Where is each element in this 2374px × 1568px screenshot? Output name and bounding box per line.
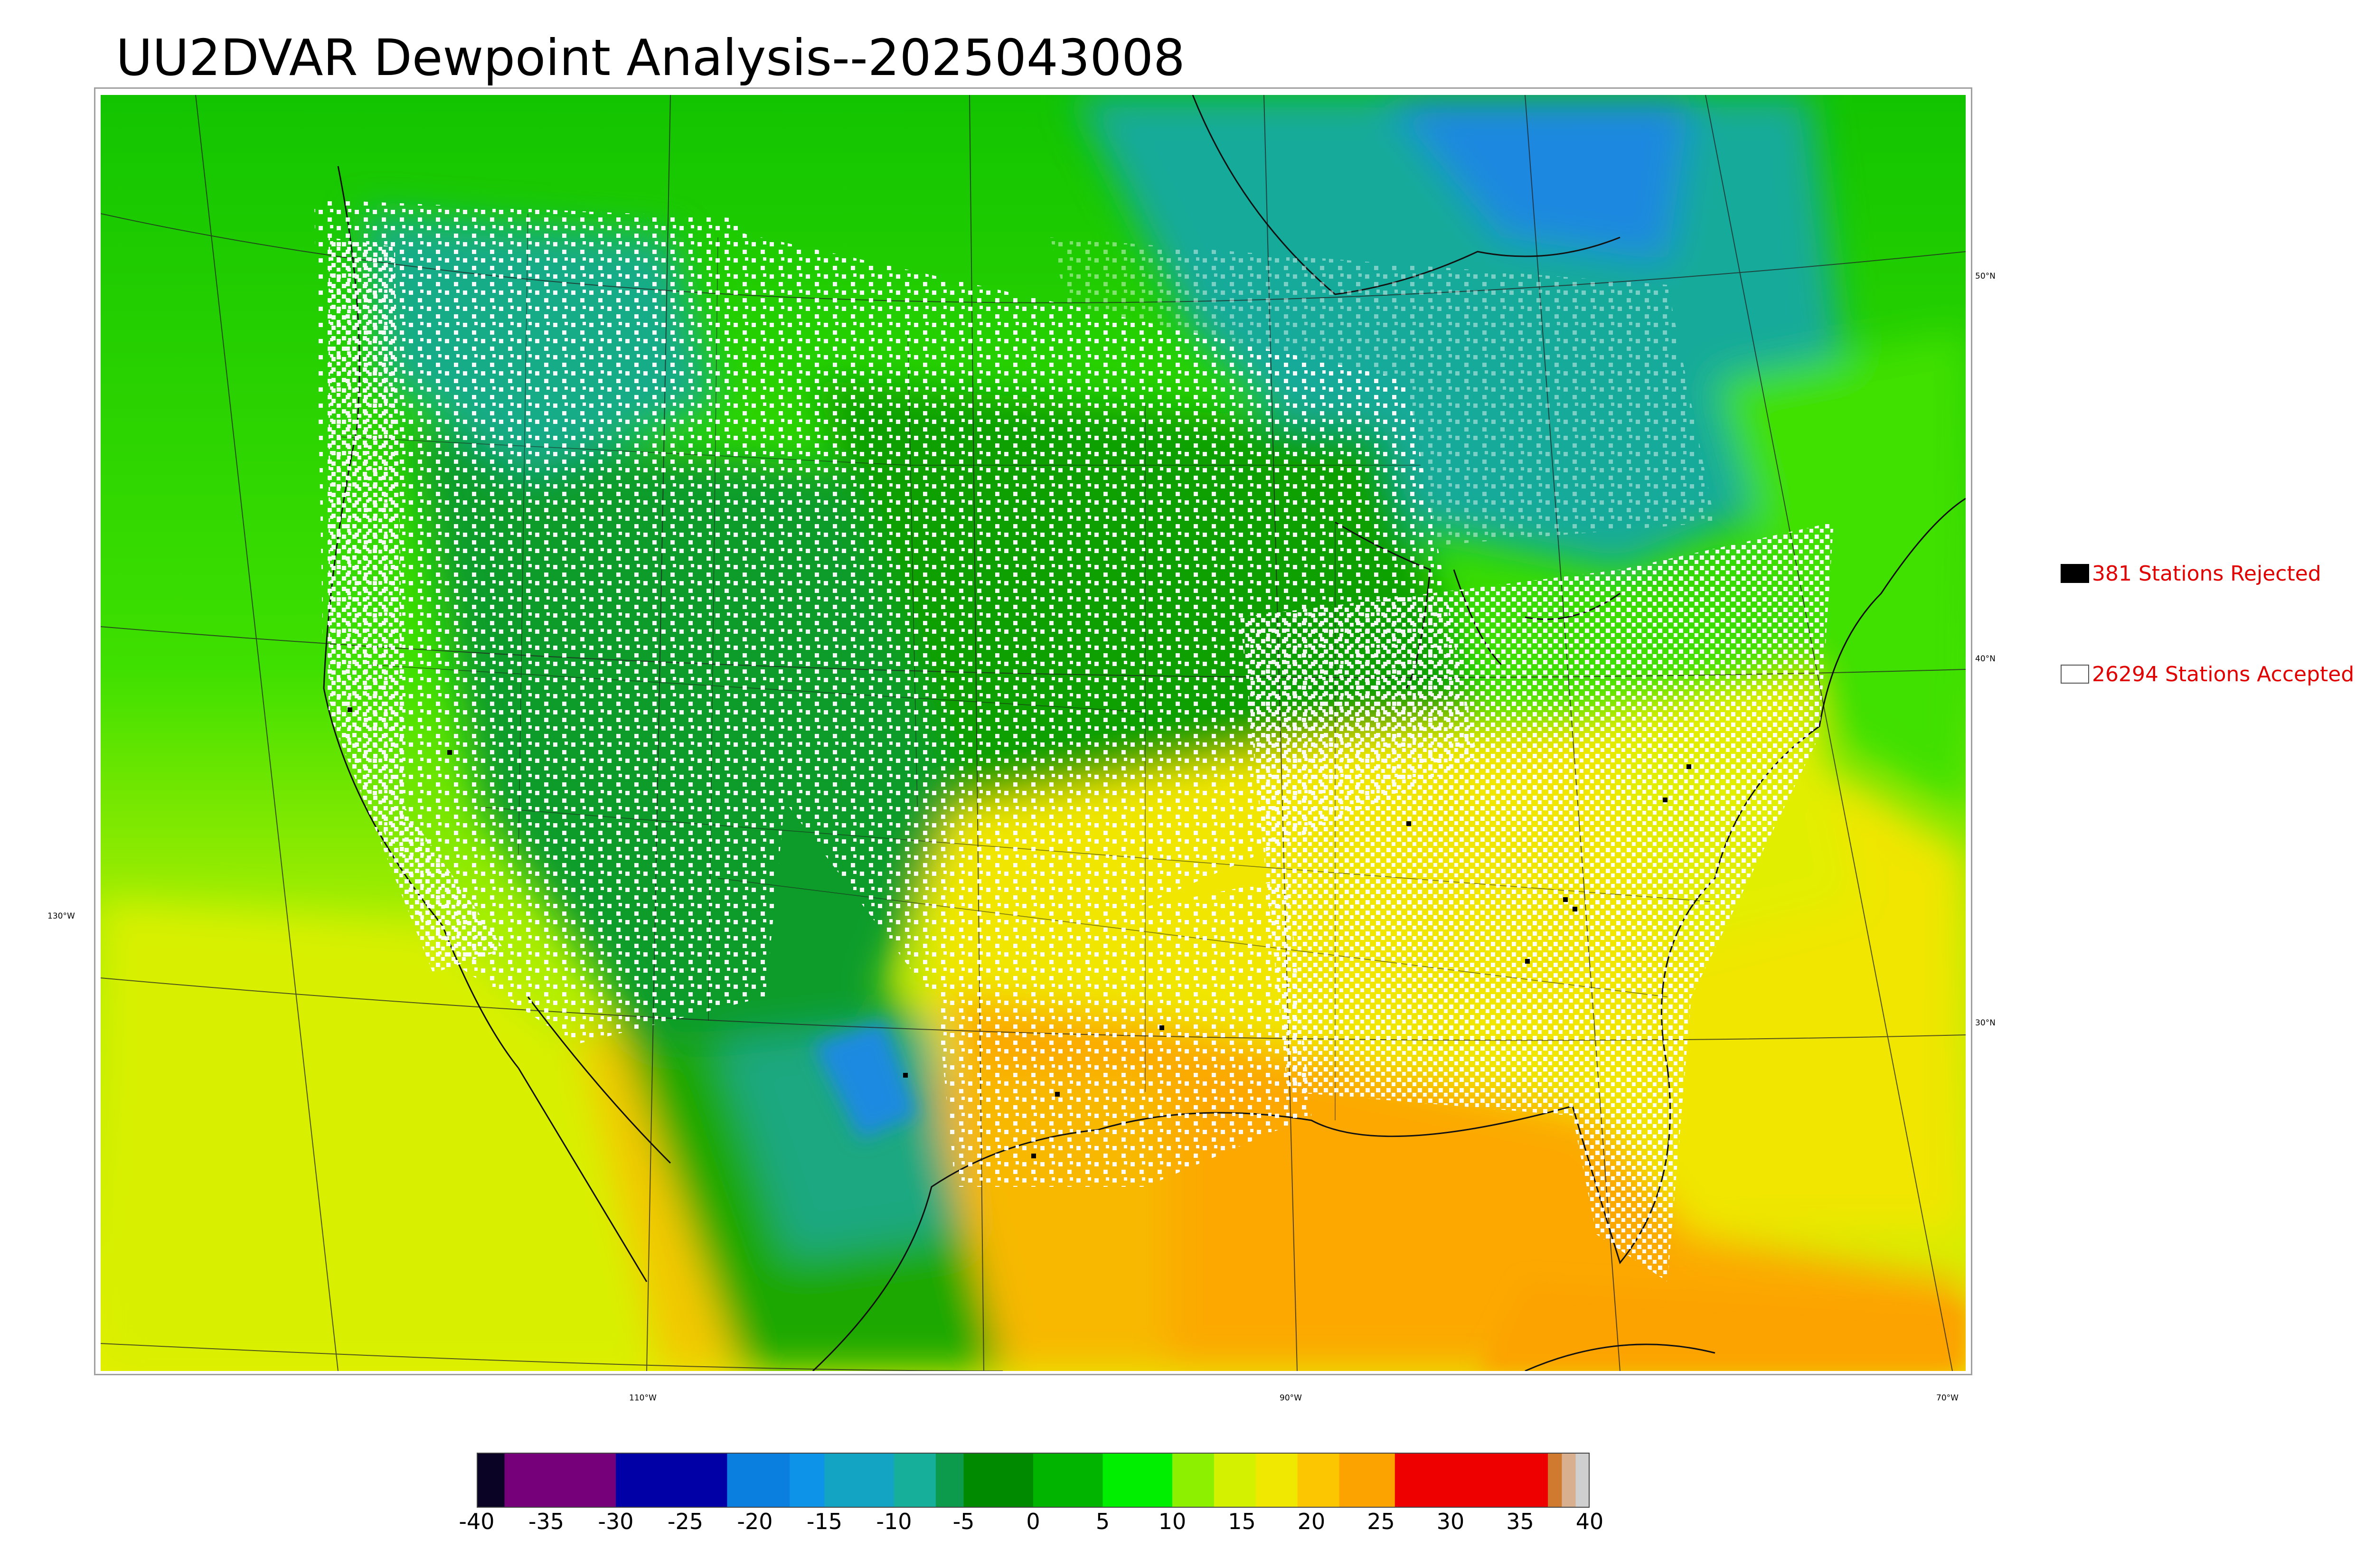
colorbar-segment (1172, 1453, 1215, 1508)
lon-label-70w: 70°W (1936, 1393, 1959, 1403)
lon-label-110w: 110°W (629, 1393, 657, 1403)
colorbar-segment (616, 1453, 727, 1508)
colorbar-tick-label: -20 (737, 1509, 773, 1534)
field-atlantic-ne (1715, 332, 1966, 807)
colorbar-segment (504, 1453, 616, 1508)
colorbar-tick-label: -40 (459, 1509, 495, 1534)
colorbar-tick-label: 15 (1228, 1509, 1256, 1534)
colorbar-segment (1033, 1453, 1103, 1508)
colorbar-segment (1102, 1453, 1173, 1508)
colorbar-segment (1297, 1453, 1340, 1508)
stations-east (1240, 522, 1834, 1282)
legend-accepted: 26294 Stations Accepted (2061, 662, 2354, 686)
stations-west-coast (329, 237, 504, 973)
rejected-stations (348, 707, 1691, 1158)
colorbar-segment (824, 1453, 895, 1508)
colorbar-tick-label: 0 (1026, 1509, 1040, 1534)
field-hudson-blue (1383, 95, 1691, 261)
colorbar-tick-label: 40 (1575, 1509, 1604, 1534)
colorbar-tick-label: 20 (1297, 1509, 1326, 1534)
colorbar (477, 1453, 1590, 1508)
colorbar-segment (1255, 1453, 1298, 1508)
colorbar-tick-label: 5 (1095, 1509, 1110, 1534)
map-title: UU2DVAR Dewpoint Analysis--2025043008 (116, 29, 1185, 87)
colorbar-segment (1575, 1453, 1590, 1508)
lat-label-40: 40°N (1975, 654, 1996, 664)
colorbar-segment (894, 1453, 936, 1508)
colorbar-border (477, 1453, 1590, 1508)
legend-rejected: 381 Stations Rejected (2061, 561, 2321, 586)
coast-gulf-mexico (812, 1068, 1671, 1371)
dewpoint-map (101, 95, 1966, 1371)
cuba (1525, 1343, 1715, 1371)
colorbar-segment (1214, 1453, 1256, 1508)
field-big-bend-blue (813, 1021, 917, 1139)
rejected-swatch (2061, 564, 2089, 583)
accepted-swatch (2061, 665, 2089, 684)
colorbar-segment (790, 1453, 825, 1508)
colorbar-segment (727, 1453, 790, 1508)
stations-texas (932, 878, 1311, 1187)
lat-label-30: 30°N (1975, 1018, 1996, 1028)
stations-west (314, 199, 813, 1044)
colorbar-segment (935, 1453, 964, 1508)
colorbar-tick-label: -35 (528, 1509, 565, 1534)
station-observations (314, 199, 1834, 1282)
lon-label-130w: 130°W (47, 911, 75, 921)
colorbar-tick-label: -10 (876, 1509, 912, 1534)
accepted-label: 26294 Stations Accepted (2092, 662, 2355, 686)
colorbar-segment (1548, 1453, 1562, 1508)
colorbar-segment (1339, 1453, 1395, 1508)
lat-label-50: 50°N (1975, 272, 1996, 281)
colorbar-segment (477, 1453, 505, 1508)
stations-canada (1050, 237, 1715, 546)
colorbar-tick-label: -30 (598, 1509, 634, 1534)
colorbar-tick-label: 25 (1367, 1509, 1395, 1534)
colorbar-tick-label: -15 (806, 1509, 843, 1534)
colorbar-tick-label: 10 (1158, 1509, 1187, 1534)
rejected-label: 381 Stations Rejected (2092, 561, 2321, 586)
colorbar-segment (1562, 1453, 1576, 1508)
colorbar-tick-label: 30 (1436, 1509, 1465, 1534)
colorbar-segment (963, 1453, 1034, 1508)
colorbar-tick-label: 35 (1506, 1509, 1534, 1534)
colorbar-tick-label: -5 (952, 1509, 975, 1534)
lon-label-90w: 90°W (1280, 1393, 1302, 1403)
colorbar-tick-label: -25 (667, 1509, 704, 1534)
field-pacific-south (101, 902, 718, 1371)
colorbar-segment (1394, 1453, 1548, 1508)
